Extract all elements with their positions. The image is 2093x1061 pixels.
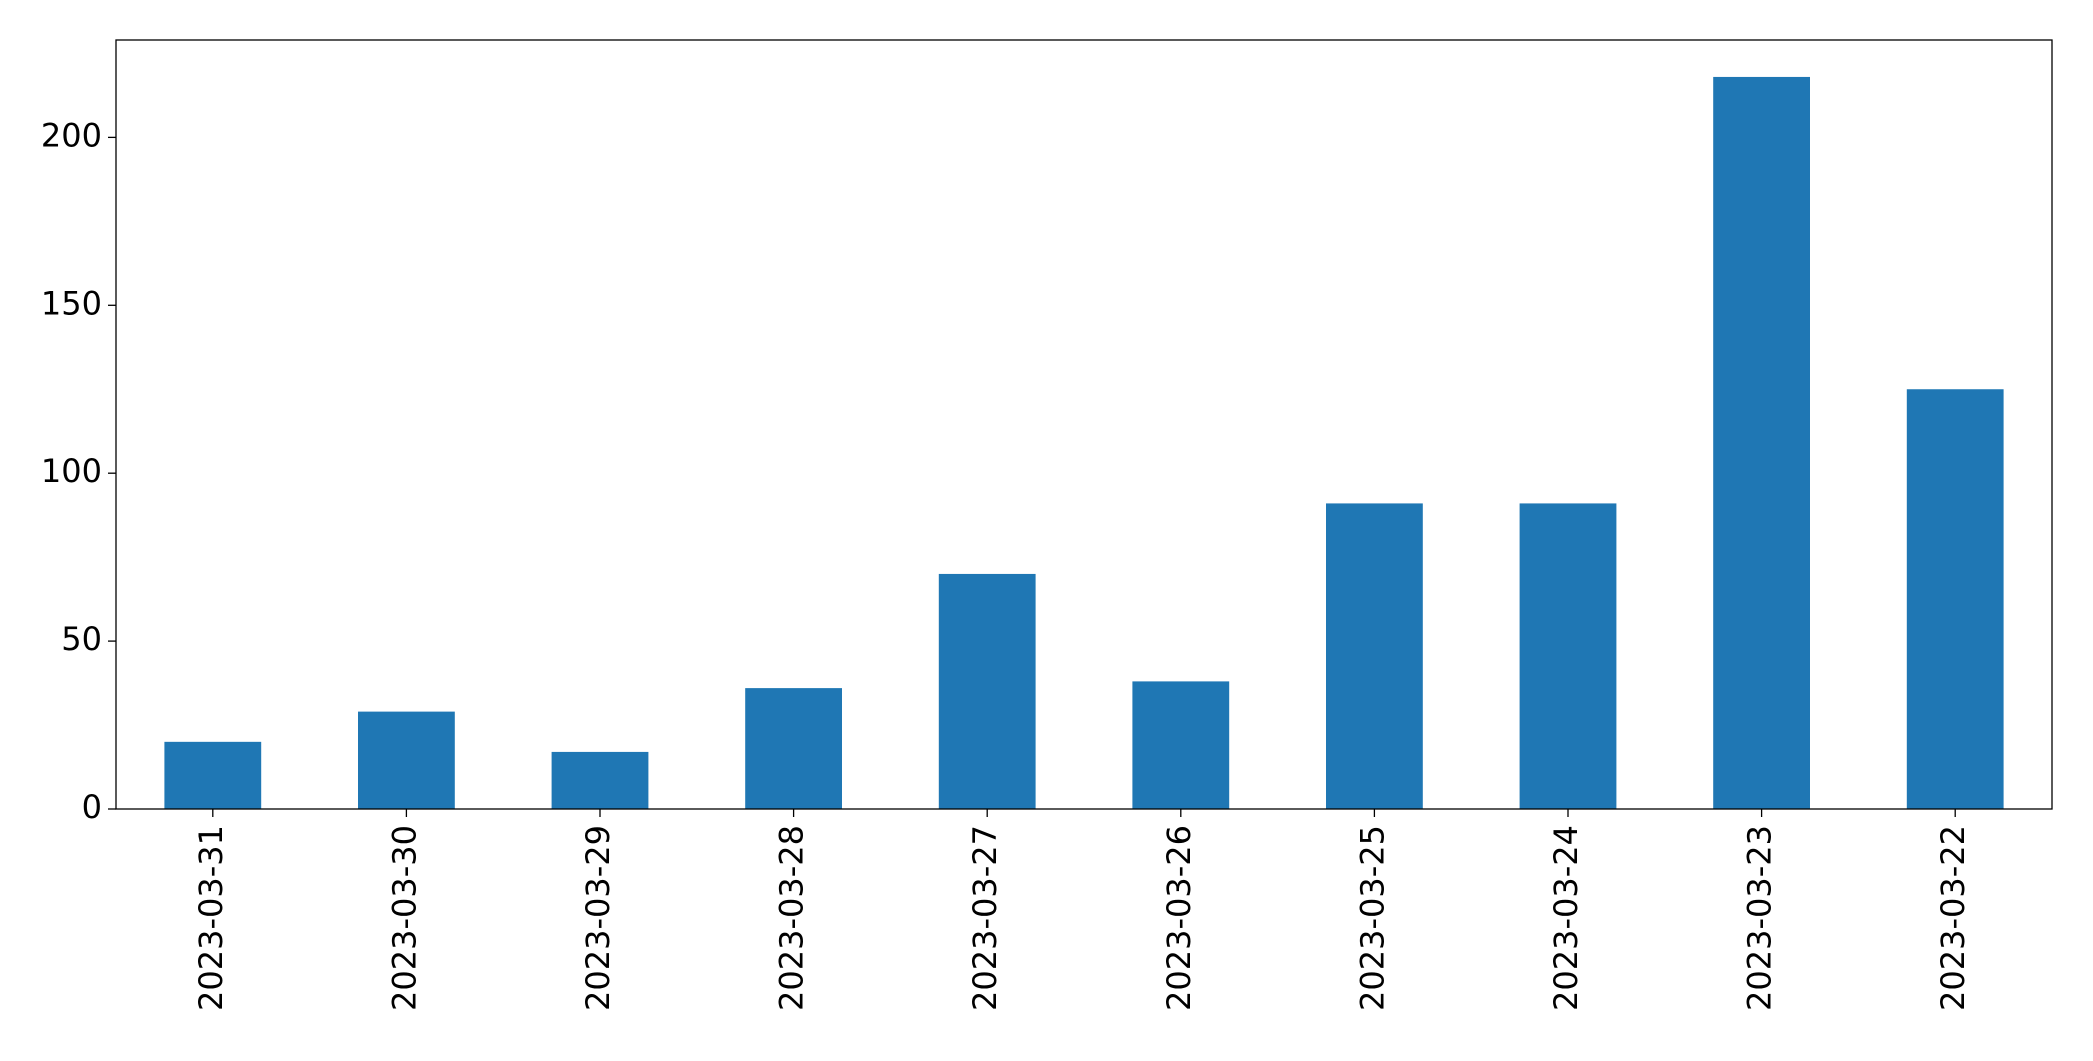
x-tick-label: 2023-03-27 xyxy=(966,825,1004,1011)
bar xyxy=(164,741,262,809)
y-tick-label: 50 xyxy=(61,620,102,658)
y-tick-label: 150 xyxy=(41,284,102,322)
bar xyxy=(1713,76,1810,810)
x-tick-label: 2023-03-22 xyxy=(1934,825,1972,1011)
y-tick-label: 100 xyxy=(41,452,102,490)
bar xyxy=(1906,389,2004,809)
x-tick-label: 2023-03-30 xyxy=(385,825,423,1011)
plot-frame xyxy=(115,39,2053,810)
bar xyxy=(1326,503,1423,809)
x-tick-label: 2023-03-29 xyxy=(579,825,617,1011)
bar xyxy=(938,573,1036,809)
bar xyxy=(358,711,455,809)
bar xyxy=(551,751,649,809)
y-tick-label: 0 xyxy=(82,788,102,826)
x-tick-label: 2023-03-24 xyxy=(1547,825,1585,1011)
x-tick-label: 2023-03-25 xyxy=(1353,825,1391,1011)
x-tick-label: 2023-03-28 xyxy=(773,825,811,1011)
bar xyxy=(1519,503,1617,809)
x-tick-label: 2023-03-23 xyxy=(1741,825,1779,1011)
y-tick-label: 200 xyxy=(41,116,102,154)
x-tick-label: 2023-03-31 xyxy=(192,825,230,1011)
bar xyxy=(1132,681,1230,809)
x-tick-label: 2023-03-26 xyxy=(1160,825,1198,1011)
bar xyxy=(745,688,842,809)
